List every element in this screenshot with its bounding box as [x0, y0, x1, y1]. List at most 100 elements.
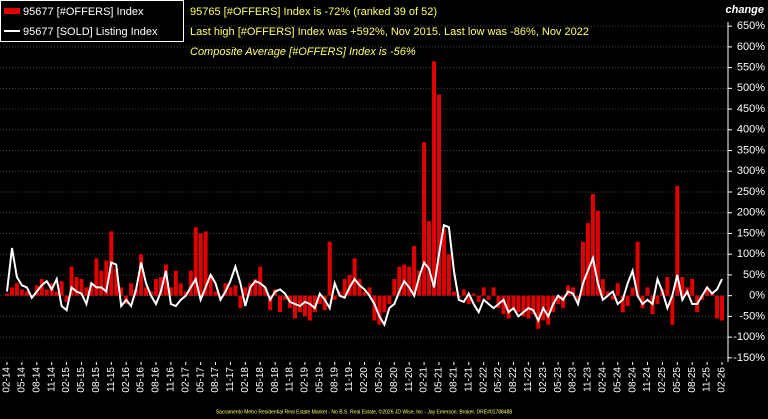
bar — [377, 295, 382, 325]
bar — [675, 185, 680, 296]
bar — [307, 295, 312, 321]
bar — [397, 266, 402, 296]
y-tick-label: 50% — [743, 269, 765, 281]
bar — [84, 287, 89, 296]
x-tick-label: 11-19 — [344, 367, 355, 392]
x-tick-label: 11-24 — [642, 367, 653, 392]
bar — [407, 266, 412, 296]
plot: 650% 600% 550% 500% 450% 400% 350% 300% 250% 200%… — [0, 20, 765, 393]
bar — [392, 279, 397, 296]
bar — [268, 295, 273, 311]
bar — [630, 287, 635, 296]
y-tick-label: -150% — [733, 352, 765, 364]
bar — [412, 245, 417, 296]
bar — [352, 258, 357, 296]
bar — [501, 295, 506, 315]
bar — [571, 287, 576, 296]
bar — [521, 295, 526, 317]
bar — [506, 295, 511, 319]
bar — [89, 283, 94, 296]
bar — [39, 279, 44, 296]
bar — [620, 295, 625, 313]
y-tick-label: 500% — [737, 82, 765, 94]
x-tick-label: 05-25 — [672, 367, 683, 393]
bar — [422, 142, 427, 296]
y-tick-label: 450% — [737, 103, 765, 115]
bar — [690, 279, 695, 296]
y-tick-label: 200% — [737, 207, 765, 219]
bar — [531, 295, 536, 315]
annotation: 95765 [#OFFERS] Index is -72% (ranked 39… — [190, 6, 437, 18]
annotation: Last high [#OFFERS] Index was +592%, Nov… — [190, 26, 589, 38]
bar — [625, 295, 630, 307]
bar — [610, 295, 615, 300]
y-tick-label: 650% — [737, 20, 765, 32]
x-tick-label: 11-25 — [702, 367, 713, 392]
bar — [576, 295, 581, 300]
y-tick-label: 300% — [737, 165, 765, 177]
bar — [243, 287, 248, 296]
bar — [14, 283, 19, 296]
bar — [233, 285, 238, 296]
bar — [104, 260, 109, 296]
x-tick-label: 11-23 — [583, 367, 594, 392]
x-tick-label: 05-23 — [553, 367, 564, 393]
x-tick-label: 11-15 — [106, 367, 117, 392]
bar — [635, 241, 640, 296]
bar — [332, 295, 337, 300]
bar — [278, 295, 283, 313]
bar — [362, 291, 367, 296]
bar — [322, 295, 327, 311]
bar — [491, 287, 496, 296]
bar — [188, 270, 193, 296]
bar — [44, 289, 49, 296]
legend-swatch — [4, 8, 20, 14]
bar — [302, 295, 307, 317]
bar — [213, 291, 218, 296]
bar — [585, 223, 590, 296]
bar — [158, 277, 163, 296]
bar — [615, 283, 620, 296]
legend-label: 95677 [SOLD] Listing Index — [23, 26, 158, 38]
bar — [183, 291, 188, 296]
x-tick-label: 05-18 — [255, 367, 266, 393]
bar — [312, 295, 317, 313]
bar — [168, 287, 173, 296]
x-tick-label: 05-17 — [195, 367, 206, 393]
x-tick-label: 02-23 — [538, 367, 549, 393]
x-tick-label: 11-20 — [404, 367, 415, 392]
bar — [357, 279, 362, 296]
bar — [590, 194, 595, 296]
bar — [382, 295, 387, 313]
x-tick-label: 08-22 — [508, 367, 519, 393]
bar — [203, 231, 208, 296]
x-tick-label: 02-14 — [2, 367, 13, 393]
bar — [74, 277, 79, 296]
x-tick-label: 08-24 — [627, 367, 638, 393]
y-tick-label: 0% — [749, 290, 765, 302]
x-tick-label: 02-25 — [657, 367, 668, 393]
bar — [163, 264, 168, 296]
x-tick-label: 05-22 — [493, 367, 504, 393]
bar — [367, 287, 372, 296]
bar — [432, 61, 437, 296]
y-tick-label: 400% — [737, 124, 765, 136]
bar — [317, 295, 322, 304]
bar — [178, 283, 183, 296]
x-tick-label: 08-19 — [329, 367, 340, 393]
bar — [79, 279, 84, 296]
y-tick-label: 150% — [737, 227, 765, 239]
bar — [94, 258, 99, 296]
bar — [59, 281, 64, 296]
x-tick-label: 05-24 — [612, 367, 623, 393]
x-tick-label: 08-25 — [687, 367, 698, 393]
bar — [466, 295, 471, 304]
x-tick-label: 02-19 — [300, 367, 311, 393]
bar — [556, 295, 561, 304]
bar — [139, 254, 144, 296]
line — [6, 223, 723, 328]
bar — [417, 270, 422, 296]
bar — [173, 270, 178, 296]
bar — [297, 295, 302, 313]
